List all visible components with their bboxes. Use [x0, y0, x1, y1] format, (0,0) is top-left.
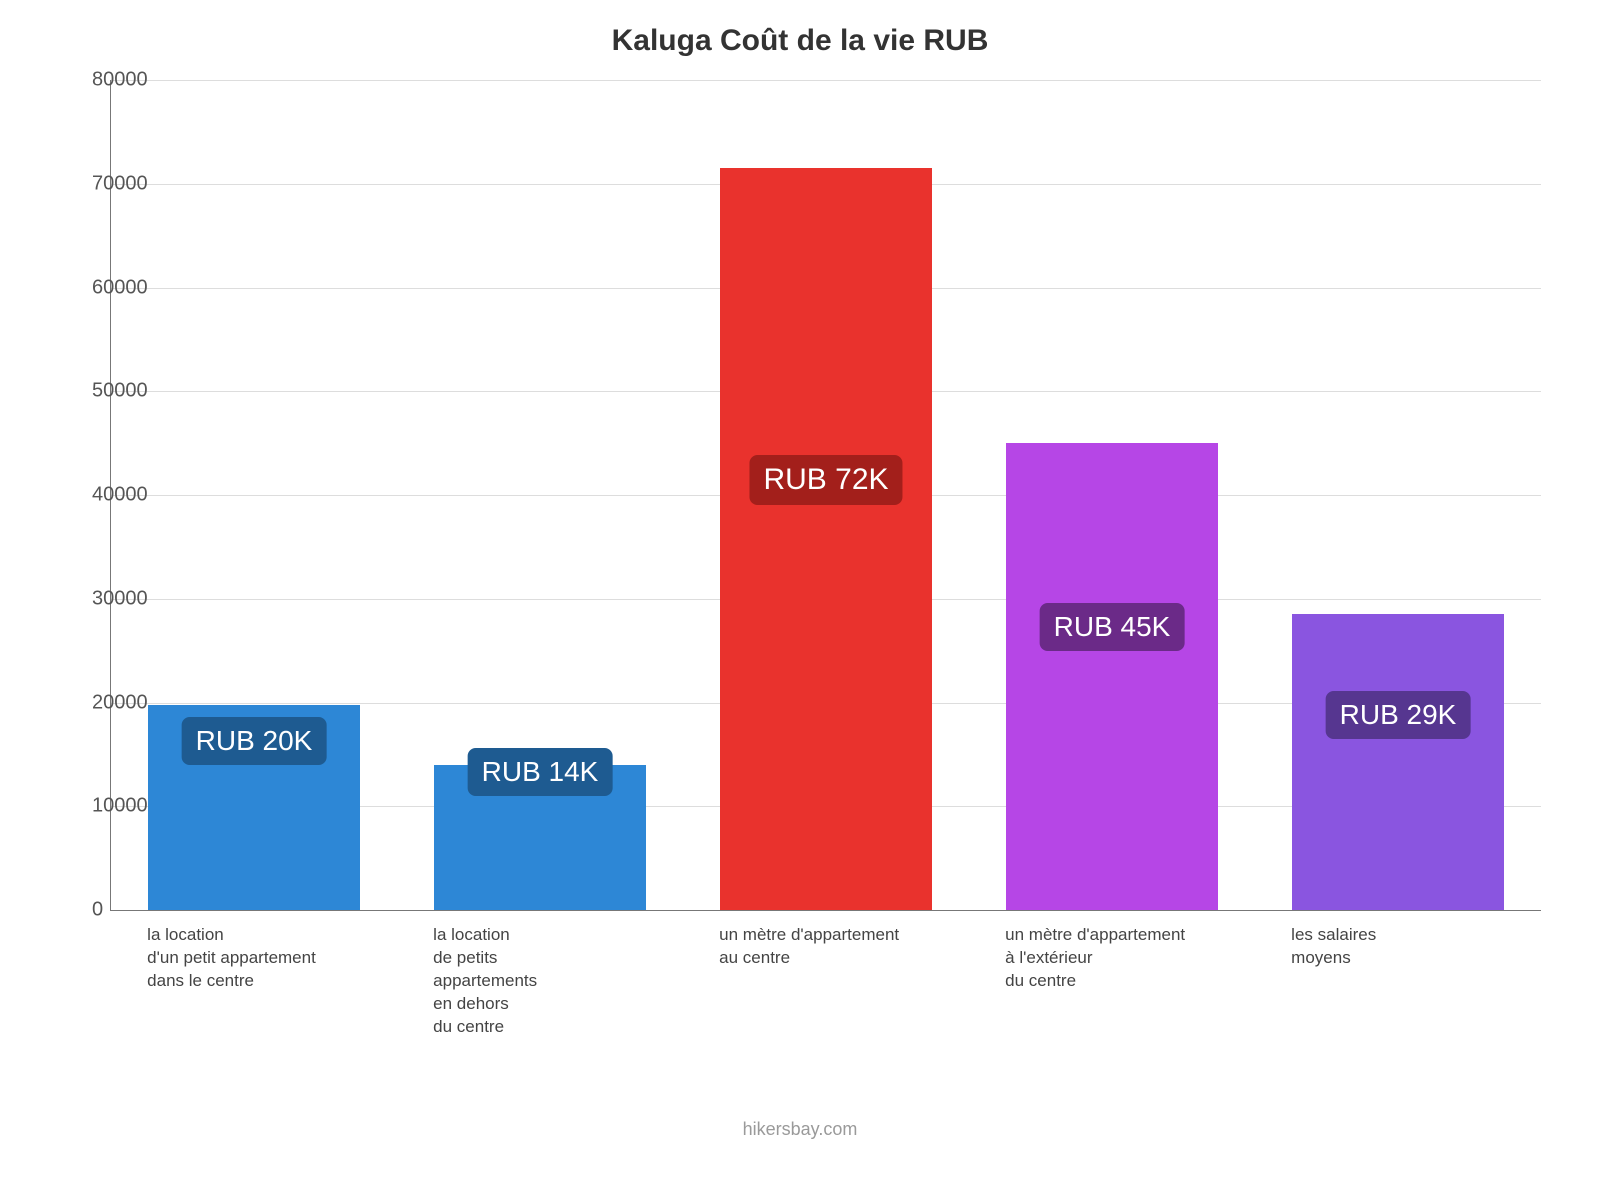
- x-tick-label: les salairesmoyens: [1291, 924, 1503, 970]
- bar-value-badge: RUB 72K: [749, 455, 902, 505]
- x-tick-label: un mètre d'appartementà l'extérieurdu ce…: [1005, 924, 1217, 993]
- bar-value-badge: RUB 45K: [1040, 603, 1185, 651]
- x-tick-label: la locationd'un petit appartementdans le…: [147, 924, 359, 993]
- bar: RUB 20K: [148, 705, 360, 910]
- cost-of-living-chart: Kaluga Coût de la vie RUB RUB 20K RUB 14K…: [0, 0, 1600, 1200]
- gridline: [111, 80, 1541, 81]
- credit-text: hikersbay.com: [0, 1119, 1600, 1140]
- bar: RUB 14K: [434, 765, 646, 910]
- chart-title: Kaluga Coût de la vie RUB: [0, 24, 1600, 58]
- bar: RUB 29K: [1292, 614, 1504, 910]
- plot-area: RUB 20K RUB 14K RUB 72K RUB 45K RUB 29K: [110, 80, 1541, 911]
- bar-value-badge: RUB 20K: [182, 717, 327, 765]
- x-tick-label: un mètre d'appartementau centre: [719, 924, 931, 970]
- bar: RUB 45K: [1006, 443, 1218, 910]
- bar-value-badge: RUB 29K: [1326, 691, 1471, 739]
- x-tick-label: la locationde petitsappartementsen dehor…: [433, 924, 645, 1039]
- bar-value-badge: RUB 14K: [468, 748, 613, 796]
- bar: RUB 72K: [720, 168, 932, 910]
